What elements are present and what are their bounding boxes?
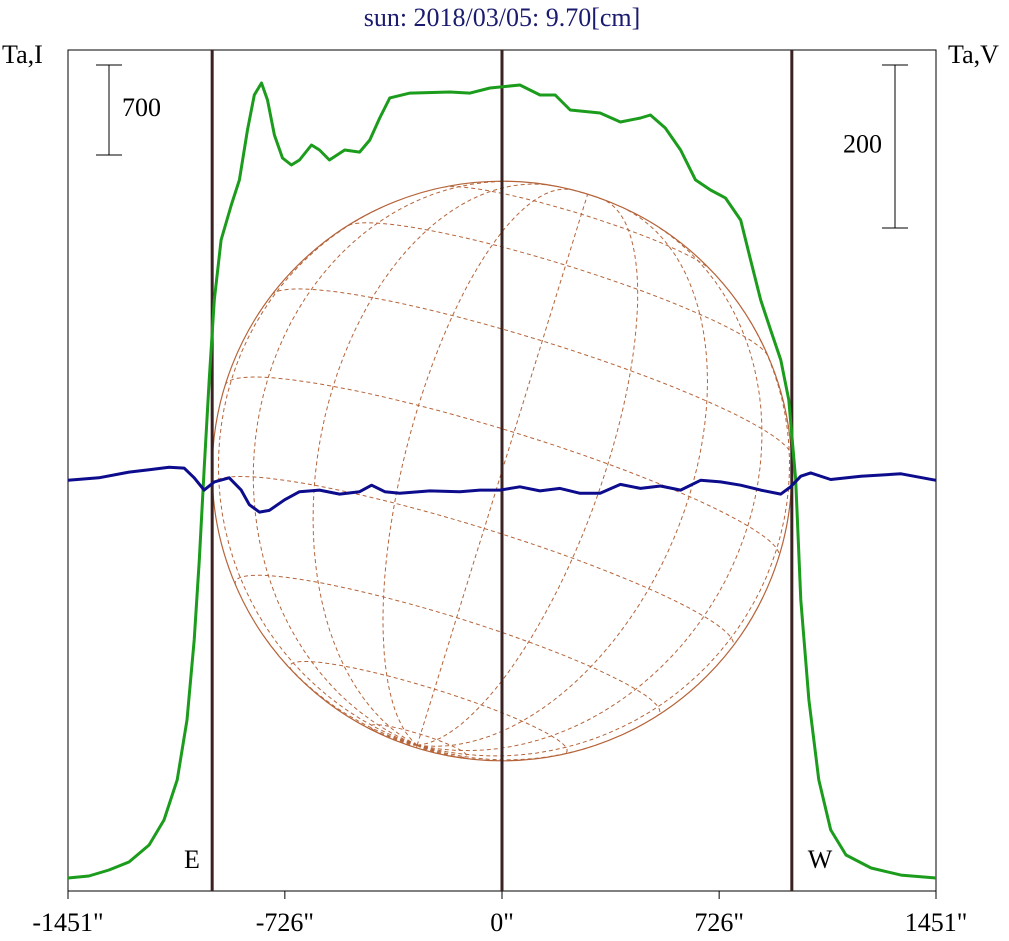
y-axis-label: Ta,I — [2, 40, 43, 69]
chart-title: sun: 2018/03/05: 9.70[cm] — [364, 3, 641, 32]
meridian — [417, 318, 791, 757]
meridian — [262, 634, 418, 746]
series-line — [67, 465, 937, 514]
parallel — [443, 186, 712, 271]
meridian — [417, 207, 709, 747]
meridian — [312, 183, 550, 746]
solar-grid — [212, 181, 792, 761]
meridian — [417, 744, 481, 761]
meridian — [382, 188, 573, 746]
x-tick-label: 726" — [694, 908, 744, 937]
meridian — [217, 205, 418, 746]
parallel — [348, 222, 768, 356]
x-tick-label: 1451" — [905, 908, 968, 937]
parallel — [212, 475, 734, 646]
meridian — [417, 198, 639, 746]
x-tick-label: 0" — [490, 908, 514, 937]
scale-bar-label: 700 — [122, 93, 161, 122]
y2-axis-label: Ta,V — [948, 40, 999, 69]
parallel — [234, 574, 661, 716]
parallel — [289, 661, 568, 755]
x-tick-label: -726" — [256, 908, 314, 937]
meridian — [416, 744, 427, 751]
annotation: E — [184, 845, 200, 874]
series-line — [67, 81, 937, 880]
annotation: W — [808, 845, 833, 874]
parallel — [271, 288, 792, 456]
meridian — [417, 226, 763, 752]
x-tick-label: -1451" — [32, 908, 103, 937]
meridian — [252, 181, 511, 746]
scale-bar-label: 200 — [843, 129, 882, 158]
meridian — [416, 194, 589, 746]
parallel — [369, 724, 468, 758]
parallel — [224, 376, 780, 557]
